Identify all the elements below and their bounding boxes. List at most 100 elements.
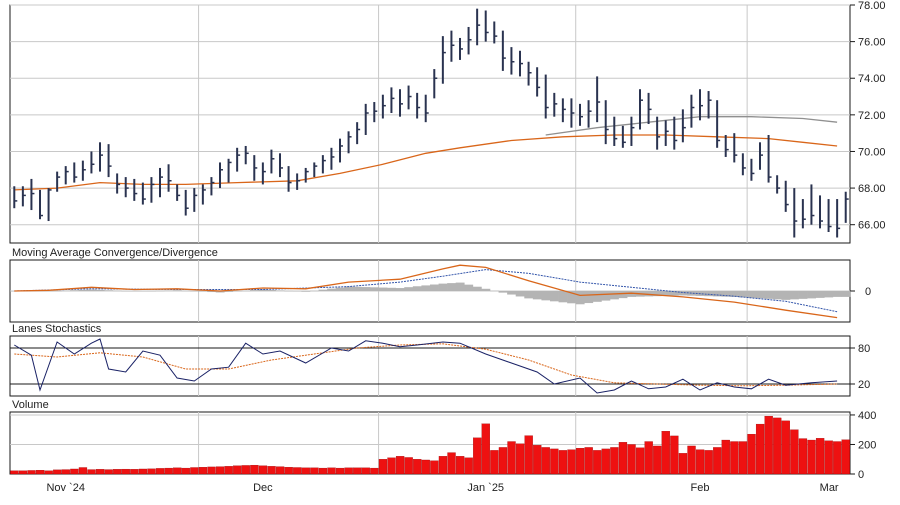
volume-tick-label: 0 bbox=[858, 469, 864, 481]
volume-bar bbox=[284, 467, 293, 475]
macd-histogram-bar bbox=[232, 291, 242, 292]
volume-bar bbox=[181, 467, 190, 475]
macd-histogram-bar bbox=[550, 291, 559, 302]
macd-histogram-bar bbox=[310, 290, 319, 292]
macd-histogram-bar bbox=[258, 289, 268, 291]
macd-histogram-bar bbox=[781, 291, 791, 300]
volume-bar bbox=[781, 420, 790, 475]
macd-line bbox=[14, 264, 838, 319]
macd-histogram-bar bbox=[70, 290, 79, 291]
volume-bar bbox=[241, 465, 250, 475]
volume-bar bbox=[438, 456, 448, 475]
volume-bar bbox=[173, 467, 182, 475]
macd-histogram-bar bbox=[224, 291, 234, 292]
price-tick-label: 76.00 bbox=[858, 37, 886, 49]
volume-bar bbox=[327, 467, 336, 475]
volume-bar bbox=[653, 445, 662, 475]
macd-histogram-bar bbox=[44, 291, 54, 292]
macd-histogram-bar bbox=[730, 291, 739, 297]
macd-histogram-bar bbox=[130, 291, 139, 292]
macd-histogram-bar bbox=[190, 291, 199, 292]
macd-histogram-bar bbox=[412, 286, 422, 291]
macd-histogram-bar bbox=[815, 291, 825, 298]
macd-histogram-bar bbox=[738, 291, 748, 298]
macd-histogram-bar bbox=[147, 290, 157, 292]
volume-bar bbox=[747, 433, 756, 475]
macd-histogram-bar bbox=[438, 283, 448, 291]
volume-bar bbox=[215, 466, 225, 475]
macd-histogram-bar bbox=[772, 291, 782, 300]
macd-histogram-bar bbox=[112, 290, 122, 292]
volume-bar bbox=[695, 449, 705, 475]
volume-bar bbox=[395, 456, 405, 475]
volume-bar bbox=[250, 464, 259, 475]
macd-title: Moving Average Convergence/Divergence bbox=[12, 247, 218, 259]
volume-bar bbox=[155, 468, 165, 475]
volume-bar bbox=[550, 448, 559, 475]
macd-histogram-bar bbox=[644, 291, 654, 297]
macd-histogram-bar bbox=[35, 291, 45, 292]
macd-histogram-bar bbox=[421, 285, 431, 291]
macd-histogram-bar bbox=[241, 290, 251, 292]
axis-labels: Nov `24 Dec Jan `25 Feb Mar 66.00 68.00 70.00 72… bbox=[12, 0, 886, 494]
macd-histogram-bar bbox=[524, 291, 534, 299]
macd-histogram-bar bbox=[292, 291, 302, 292]
volume-bar bbox=[61, 469, 70, 475]
macd-histogram-bar bbox=[747, 291, 757, 298]
volume-bar bbox=[121, 468, 130, 475]
volume-bar bbox=[704, 450, 713, 475]
volume-bar bbox=[807, 439, 816, 475]
volume-bar bbox=[644, 441, 653, 475]
macd-histogram-bar bbox=[138, 291, 148, 292]
macd-histogram-bar bbox=[455, 282, 465, 291]
volume-bar bbox=[387, 457, 396, 475]
macd-signal-line bbox=[14, 269, 838, 313]
macd-histogram-bar bbox=[532, 291, 542, 300]
macd-histogram-bar bbox=[404, 287, 414, 291]
macd-histogram-bar bbox=[764, 291, 774, 299]
volume-bar bbox=[635, 447, 645, 475]
volume-bar bbox=[730, 441, 739, 475]
chart-marks bbox=[10, 8, 851, 475]
volume-bar bbox=[798, 438, 808, 475]
vol-panel-frame bbox=[9, 411, 851, 475]
stochastics-title: Lanes Stochastics bbox=[12, 323, 102, 335]
volume-bar bbox=[738, 441, 748, 475]
price-tick-label: 72.00 bbox=[858, 110, 886, 122]
volume-bar bbox=[378, 459, 388, 475]
volume-bar bbox=[10, 470, 19, 475]
macd-histogram-bar bbox=[430, 284, 439, 291]
volume-bar bbox=[164, 467, 173, 475]
volume-bar bbox=[361, 467, 370, 475]
volume-bar bbox=[301, 467, 310, 475]
stochastics-k-line bbox=[14, 338, 838, 394]
volume-bar bbox=[310, 467, 319, 475]
volume-bar bbox=[687, 445, 696, 475]
volume-bar bbox=[515, 443, 525, 475]
macd-histogram-bar bbox=[712, 291, 722, 297]
volume-bar bbox=[713, 447, 722, 475]
price-tick-label: 68.00 bbox=[858, 183, 886, 195]
macd-histogram-bar bbox=[207, 291, 217, 293]
volume-bar bbox=[198, 467, 208, 475]
macd-histogram-bar bbox=[592, 291, 602, 302]
volume-bar bbox=[661, 431, 670, 475]
macd-histogram-bar bbox=[318, 289, 328, 291]
macd-histogram-bar bbox=[52, 290, 62, 292]
macd-histogram-bar bbox=[558, 291, 568, 303]
volume-bar bbox=[841, 439, 850, 475]
volume-bar bbox=[790, 429, 799, 475]
macd-histogram-bar bbox=[61, 290, 71, 292]
macd-histogram-bar bbox=[95, 289, 105, 291]
macd-histogram-bar bbox=[841, 291, 851, 297]
macd-histogram-bar bbox=[575, 291, 585, 305]
volume-bar bbox=[601, 448, 610, 475]
volume-bar bbox=[498, 447, 508, 475]
volume-bar bbox=[447, 452, 456, 475]
macd-histogram-bar bbox=[678, 291, 688, 296]
volume-bar bbox=[473, 437, 482, 475]
macd-histogram-bar bbox=[250, 290, 259, 291]
price-tick-label: 66.00 bbox=[858, 220, 886, 232]
volume-bar bbox=[233, 465, 242, 475]
macd-histogram-bar bbox=[610, 291, 619, 300]
